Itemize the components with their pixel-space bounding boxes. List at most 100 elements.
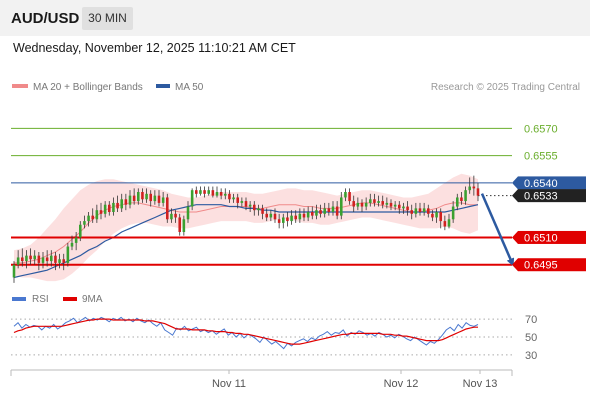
candle-body bbox=[45, 257, 49, 262]
candle-body bbox=[398, 204, 401, 209]
candle-body bbox=[79, 224, 82, 238]
projection-arrow bbox=[480, 193, 515, 267]
candle-body bbox=[99, 210, 103, 214]
x-axis: Nov 11 Nov 12 Nov 13 bbox=[10, 369, 513, 390]
candle-body bbox=[476, 188, 480, 196]
level-label-resistance: 0.6555 bbox=[524, 151, 558, 163]
candle-body bbox=[294, 215, 297, 220]
candle-body bbox=[340, 197, 343, 216]
candle-body bbox=[402, 206, 405, 209]
candle-body bbox=[331, 206, 335, 212]
candle-body bbox=[37, 255, 41, 263]
credit-label: Research © 2025 Trading Central bbox=[431, 82, 580, 93]
candle-body bbox=[124, 199, 128, 205]
candle-body bbox=[286, 217, 289, 222]
candle-body bbox=[257, 208, 260, 211]
candle-body bbox=[327, 208, 331, 212]
rsi-level-label: 70 bbox=[525, 314, 537, 326]
level-label-box-pivot bbox=[518, 176, 586, 190]
candle-body bbox=[410, 210, 413, 214]
candle-body bbox=[282, 217, 285, 223]
candle-body bbox=[116, 202, 119, 209]
candle-body bbox=[41, 257, 45, 263]
candle-body bbox=[348, 192, 351, 202]
ma50-legend-swatch bbox=[156, 84, 170, 88]
level-label-box-support bbox=[518, 258, 586, 272]
candle-body bbox=[74, 237, 78, 243]
candle-body bbox=[215, 192, 219, 196]
rsi-level-label: 50 bbox=[525, 332, 537, 344]
datetime-label: Wednesday, November 12, 2025 11:10:21 AM… bbox=[13, 41, 296, 55]
ma50-legend-label: MA 50 bbox=[175, 82, 204, 93]
candle-body bbox=[277, 219, 281, 223]
candle-body bbox=[389, 202, 393, 207]
rsi-ma-legend-swatch bbox=[63, 297, 77, 301]
candle-body bbox=[87, 215, 90, 222]
rsi-ma-line bbox=[13, 318, 478, 345]
candle-body bbox=[385, 202, 389, 205]
level-label-box-support bbox=[518, 230, 586, 244]
candle-body bbox=[145, 193, 148, 200]
candle-body bbox=[16, 257, 20, 265]
candle-body bbox=[178, 217, 181, 232]
candle-body bbox=[58, 259, 61, 263]
candle-body bbox=[319, 210, 322, 214]
candle-body bbox=[112, 202, 115, 212]
header-bar: AUD/USD 30 MIN bbox=[0, 0, 590, 36]
timeframe-button[interactable]: 30 MIN bbox=[82, 7, 133, 30]
candle-body bbox=[306, 212, 310, 218]
candle-body bbox=[377, 201, 380, 203]
candle-body bbox=[393, 204, 397, 207]
candle-body bbox=[290, 215, 293, 222]
rsi-legend: RSI 9MA bbox=[12, 294, 103, 305]
candle-body bbox=[352, 201, 355, 207]
candle-body bbox=[224, 193, 227, 196]
candles-layer bbox=[12, 175, 515, 283]
candle-body bbox=[207, 190, 210, 194]
candle-body bbox=[137, 192, 140, 202]
last-price-pointer bbox=[512, 189, 518, 203]
candle-body bbox=[435, 212, 438, 218]
candle-body bbox=[228, 193, 231, 200]
candle-body bbox=[311, 212, 314, 216]
candle-body bbox=[50, 255, 53, 262]
candle-body bbox=[62, 259, 65, 263]
level-label-pivot: 0.6540 bbox=[524, 178, 558, 190]
candle-body bbox=[418, 208, 422, 212]
last-price-label-box bbox=[518, 189, 586, 203]
candle-body bbox=[335, 206, 339, 216]
rsi-level-label: 30 bbox=[525, 350, 537, 362]
candle-body bbox=[29, 255, 32, 260]
candle-body bbox=[248, 204, 252, 207]
level-label-pointer bbox=[512, 258, 518, 272]
candle-body bbox=[66, 246, 70, 263]
candle-body bbox=[166, 197, 169, 220]
candle-body bbox=[211, 190, 215, 196]
candle-body bbox=[298, 213, 302, 220]
candle-body bbox=[149, 193, 152, 202]
candle-body bbox=[253, 204, 256, 211]
candle-body bbox=[369, 199, 372, 203]
candle-body bbox=[373, 199, 376, 203]
candle-body bbox=[12, 264, 16, 278]
candle-body bbox=[170, 213, 173, 220]
bollinger-legend-swatch bbox=[12, 84, 28, 88]
candle-body bbox=[203, 190, 206, 194]
candle-body bbox=[141, 192, 144, 200]
candle-body bbox=[33, 255, 36, 260]
rsi-legend-swatch bbox=[12, 297, 26, 301]
candle-body bbox=[381, 201, 384, 205]
candle-body bbox=[422, 208, 426, 212]
rsi-ma-legend-label: 9MA bbox=[82, 294, 103, 305]
candle-body bbox=[199, 190, 202, 194]
candle-body bbox=[315, 210, 318, 216]
candle-body bbox=[91, 215, 94, 220]
candle-body bbox=[244, 201, 248, 207]
candle-body bbox=[153, 195, 157, 202]
candle-body bbox=[120, 199, 123, 209]
x-tick-label: Nov 11 bbox=[212, 378, 246, 390]
candle-body bbox=[161, 197, 165, 203]
candle-body bbox=[157, 195, 161, 203]
pair-title: AUD/USD bbox=[11, 10, 80, 27]
level-label-support: 0.6495 bbox=[524, 260, 558, 272]
